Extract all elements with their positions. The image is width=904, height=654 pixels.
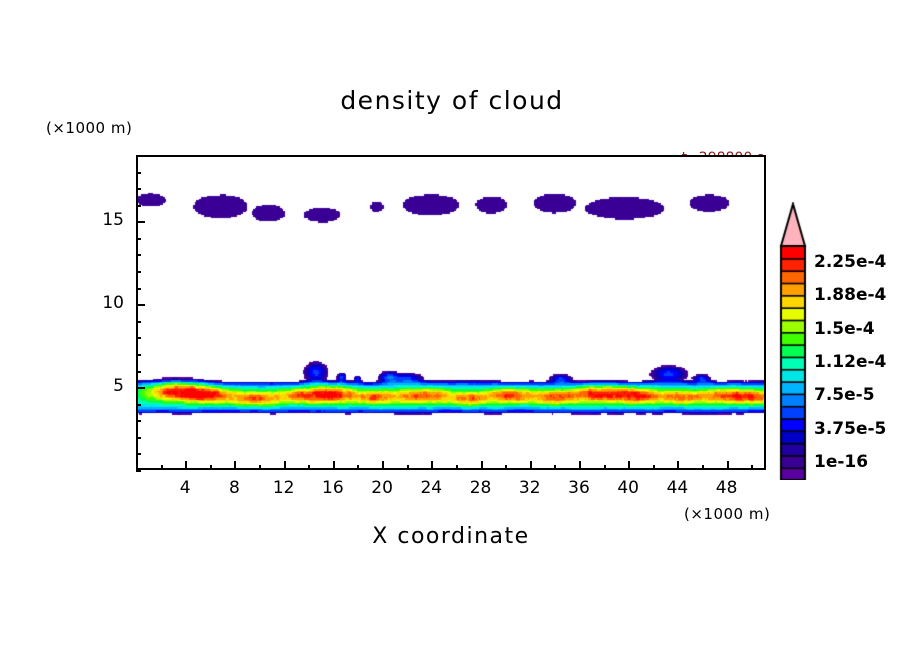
x-axis-minor-tick xyxy=(554,465,557,470)
y-axis-minor-tick xyxy=(136,287,141,290)
x-axis-minor-tick xyxy=(209,465,212,470)
y-axis-minor-tick xyxy=(136,271,141,274)
colorbar-tick-label: 2.25e-4 xyxy=(814,251,887,272)
y-axis-tick-label: 5 xyxy=(113,376,124,397)
colorbar-tick-label: 1.88e-4 xyxy=(814,285,887,306)
x-axis-tick xyxy=(382,461,385,470)
y-axis-minor-tick xyxy=(136,337,141,340)
x-axis-tick-label: 32 xyxy=(518,478,541,498)
x-axis-tick-label: 8 xyxy=(229,478,240,498)
x-axis-tick xyxy=(431,461,434,470)
colorbar-tick-label: 3.75e-5 xyxy=(814,418,887,439)
y-axis-minor-tick xyxy=(136,353,141,356)
x-axis-tick-label: 12 xyxy=(272,478,295,498)
y-axis-minor-tick xyxy=(136,237,141,240)
x-axis-tick xyxy=(283,461,286,470)
colorbar-tick-label: 1e-16 xyxy=(814,452,869,473)
x-axis-tick-label: 36 xyxy=(568,478,590,498)
x-axis-minor-tick xyxy=(652,465,655,470)
x-axis-tick xyxy=(726,461,729,470)
y-axis-minor-tick xyxy=(136,403,141,406)
x-axis-tick-label: 48 xyxy=(715,478,738,498)
y-axis-minor-tick xyxy=(136,470,141,472)
y-axis-minor-tick xyxy=(136,204,141,207)
x-axis-tick xyxy=(480,461,483,470)
x-axis-tick xyxy=(332,461,335,470)
colorbar-tick-label: 7.5e-5 xyxy=(814,385,875,406)
x-axis-minor-tick xyxy=(751,465,754,470)
x-axis-minor-tick xyxy=(406,465,409,470)
contour-plot-canvas xyxy=(136,155,766,470)
y-axis-minor-tick xyxy=(136,155,141,157)
x-axis-minor-tick xyxy=(357,465,360,470)
y-axis-tick-label: 15 xyxy=(102,210,124,231)
y-axis-minor-tick xyxy=(136,171,141,174)
y-axis-tick-label: 10 xyxy=(102,293,124,314)
x-axis-minor-tick xyxy=(603,465,606,470)
y-axis-minor-tick xyxy=(136,370,141,373)
x-axis-minor-tick xyxy=(702,465,705,470)
x-axis-tick xyxy=(185,461,188,470)
y-axis-tick xyxy=(136,221,145,224)
y-axis-minor-tick xyxy=(136,436,141,439)
x-axis-tick-label: 16 xyxy=(322,478,344,498)
y-axis-unit-label: (×1000 m) xyxy=(46,119,133,137)
x-axis-tick-label: 44 xyxy=(666,478,689,498)
x-axis-tick-label: 28 xyxy=(469,478,492,498)
x-axis-minor-tick xyxy=(455,465,458,470)
x-axis-minor-tick xyxy=(505,465,508,470)
x-axis-tick xyxy=(578,461,581,470)
x-axis-tick-label: 4 xyxy=(179,478,191,498)
x-axis-minor-tick xyxy=(308,465,311,470)
y-axis-minor-tick xyxy=(136,420,141,423)
colorbar-tick-label: 1.5e-4 xyxy=(814,318,875,339)
y-axis-minor-tick xyxy=(136,188,141,191)
x-axis-minor-tick xyxy=(136,465,138,470)
colorbar-tick-label: 1.12e-4 xyxy=(814,352,887,372)
y-axis-tick xyxy=(136,304,145,307)
y-axis-minor-tick xyxy=(136,320,141,323)
y-axis-tick xyxy=(136,387,145,390)
x-axis-tick-label: 24 xyxy=(420,478,443,498)
x-axis-tick xyxy=(677,461,680,470)
y-axis-minor-tick xyxy=(136,453,141,456)
x-axis-minor-tick xyxy=(160,465,163,470)
x-axis-tick-label: 20 xyxy=(371,478,393,498)
y-axis-minor-tick xyxy=(136,254,141,257)
x-axis-title: X coordinate xyxy=(372,524,530,549)
x-axis-tick xyxy=(529,461,532,470)
x-axis-minor-tick xyxy=(259,465,262,470)
x-axis-tick xyxy=(234,461,237,470)
x-axis-unit-label: (×1000 m) xyxy=(684,505,771,523)
colorbar xyxy=(778,202,808,480)
page-title: density of cloud xyxy=(340,86,564,115)
x-axis-tick xyxy=(628,461,631,470)
x-axis-tick-label: 40 xyxy=(617,478,639,498)
